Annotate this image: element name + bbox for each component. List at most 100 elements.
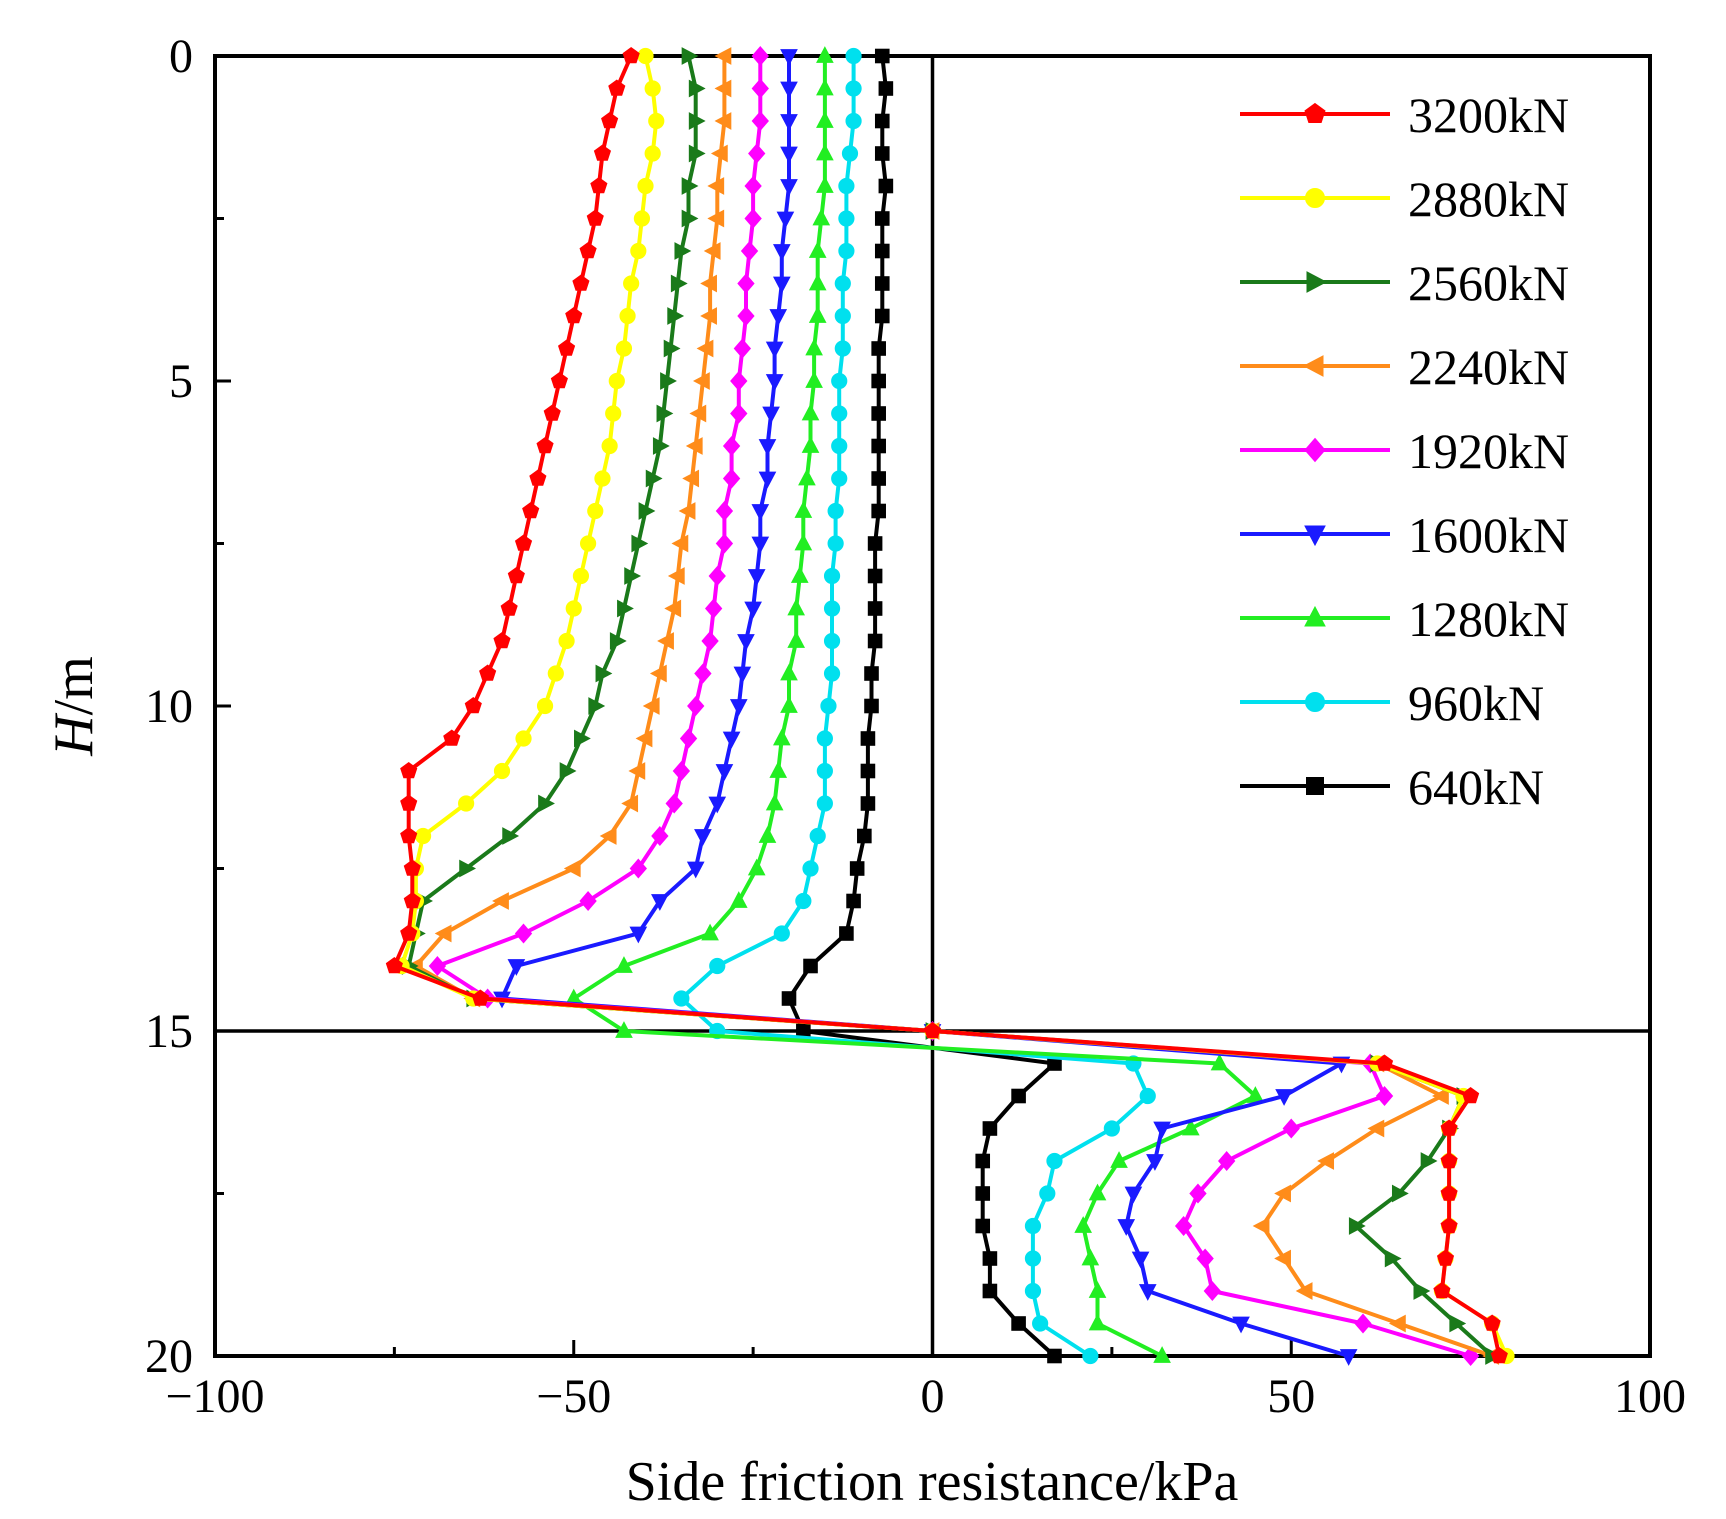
legend-label: 960kN — [1408, 675, 1544, 731]
data-point — [874, 146, 890, 161]
data-point — [637, 47, 654, 65]
data-point — [502, 827, 520, 845]
data-point — [780, 179, 798, 196]
data-point — [1252, 1217, 1270, 1235]
data-point — [803, 958, 818, 974]
legend-marker — [1304, 102, 1326, 123]
legend-item-2880kN: 2880kN — [1240, 171, 1569, 227]
data-point — [787, 631, 806, 648]
y-axis-title: H/m — [43, 656, 105, 757]
data-point — [805, 338, 823, 356]
data-point — [679, 728, 698, 749]
data-point — [802, 860, 819, 877]
legend-label: 2880kN — [1408, 171, 1569, 227]
data-point — [709, 957, 726, 975]
data-point — [609, 632, 627, 650]
data-point — [565, 600, 582, 617]
data-point — [834, 340, 851, 357]
data-point — [874, 211, 890, 226]
y-tick-label: 0 — [169, 30, 193, 83]
data-point — [1011, 1088, 1026, 1104]
data-point — [874, 276, 890, 291]
data-point — [587, 502, 604, 520]
series-960kN — [673, 47, 1156, 1365]
data-point — [637, 177, 654, 195]
data-point — [1153, 1121, 1171, 1139]
data-point — [1449, 1314, 1467, 1333]
data-point — [514, 534, 533, 551]
data-point — [874, 308, 890, 324]
legend-label: 640kN — [1408, 759, 1544, 815]
legend-marker — [1305, 188, 1325, 208]
x-tick-label: 50 — [1267, 1370, 1315, 1423]
data-point — [443, 729, 461, 746]
data-point — [671, 534, 689, 553]
data-point — [823, 600, 841, 617]
data-point — [867, 536, 883, 551]
series-1920kN — [428, 46, 1480, 1366]
data-point — [633, 210, 651, 227]
data-point — [648, 112, 665, 130]
data-point — [428, 956, 447, 976]
legend-item-1280kN: 1280kN — [1240, 591, 1569, 647]
data-point — [801, 403, 820, 421]
data-point — [744, 176, 762, 196]
data-point — [559, 762, 577, 780]
x-axis-title: Side friction resistance/kPa — [626, 1451, 1239, 1513]
data-point — [776, 211, 795, 229]
data-point — [975, 1186, 991, 1201]
data-point — [1203, 1281, 1221, 1301]
x-tick-label: 0 — [921, 1370, 945, 1423]
legend-marker — [1306, 777, 1324, 795]
data-point — [572, 274, 590, 291]
data-point — [1024, 1282, 1042, 1300]
data-point — [871, 503, 886, 519]
legend-item-2560kN: 2560kN — [1240, 255, 1569, 311]
data-point — [780, 663, 798, 681]
data-point — [1046, 1152, 1063, 1170]
data-point — [563, 859, 581, 878]
data-point — [773, 925, 790, 942]
data-point — [812, 208, 831, 226]
data-point — [400, 924, 418, 941]
data-point — [730, 403, 748, 424]
data-point — [507, 566, 525, 584]
data-point — [780, 49, 798, 66]
data-point — [758, 439, 777, 456]
data-point — [772, 244, 791, 261]
data-point — [841, 145, 859, 162]
data-point — [834, 275, 851, 292]
data-point — [1317, 1152, 1335, 1170]
data-point — [543, 404, 561, 421]
data-point — [707, 177, 725, 195]
legend-label: 2240kN — [1408, 339, 1569, 395]
data-point — [703, 242, 721, 260]
data-point — [400, 826, 418, 844]
data-point — [710, 144, 728, 163]
data-point — [492, 892, 509, 910]
data-point — [1138, 1284, 1157, 1301]
data-point — [595, 664, 613, 683]
data-point — [1088, 1183, 1107, 1201]
data-point — [605, 405, 622, 422]
legend-label: 1280kN — [1408, 591, 1569, 647]
data-point — [579, 891, 597, 911]
series-1280kN — [564, 46, 1265, 1363]
data-point — [845, 112, 862, 130]
data-point — [459, 859, 476, 878]
data-point — [673, 990, 690, 1007]
data-point — [772, 276, 791, 294]
data-point — [557, 339, 576, 356]
data-point — [816, 762, 833, 780]
data-point — [1295, 1282, 1313, 1300]
data-point — [857, 828, 872, 844]
data-point — [593, 144, 612, 161]
data-point — [536, 697, 554, 715]
data-point — [700, 274, 717, 293]
data-point — [744, 208, 762, 229]
data-point — [1440, 1216, 1458, 1234]
data-point — [458, 795, 475, 812]
data-point — [696, 339, 714, 358]
data-point — [765, 793, 784, 811]
